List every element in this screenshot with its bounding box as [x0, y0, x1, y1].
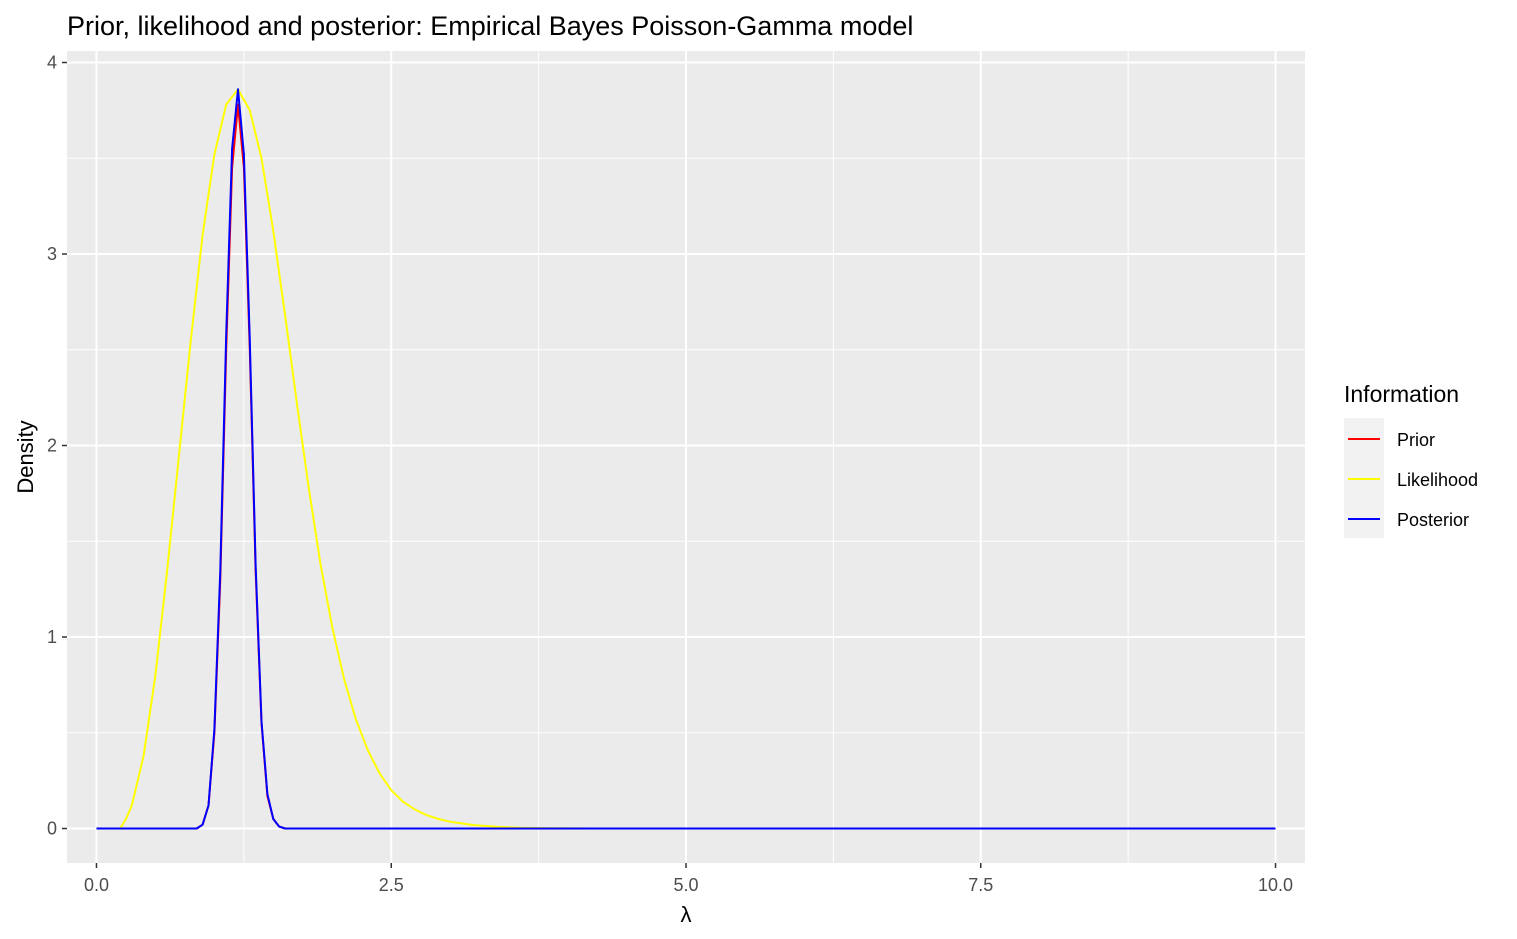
legend-label-posterior: Posterior	[1397, 510, 1469, 530]
x-tick-label: 5.0	[673, 875, 698, 895]
y-tick-label: 2	[47, 436, 57, 456]
y-tick-label: 4	[47, 52, 57, 72]
x-axis: 0.0 2.5 5.0 7.5 10.0	[84, 863, 1293, 895]
x-tick-label: 2.5	[379, 875, 404, 895]
y-axis-title: Density	[13, 420, 38, 493]
legend-label-likelihood: Likelihood	[1397, 470, 1478, 490]
y-axis: 0 1 2 3 4	[47, 52, 67, 839]
x-tick-label: 0.0	[84, 875, 109, 895]
legend-label-prior: Prior	[1397, 430, 1435, 450]
series-line-posterior	[96, 88, 1276, 830]
x-axis-title: λ	[681, 902, 692, 927]
y-tick-label: 1	[47, 627, 57, 647]
legend-items: Prior Likelihood Posterior	[1348, 430, 1478, 530]
x-tick-label: 7.5	[968, 875, 993, 895]
y-tick-label: 3	[47, 244, 57, 264]
legend-title: Information	[1344, 381, 1459, 407]
legend: Information Prior Likelihood Posterior	[1344, 381, 1478, 538]
x-tick-label: 10.0	[1258, 875, 1293, 895]
series-lines	[96, 88, 1276, 830]
series-line-likelihood	[96, 88, 1276, 830]
y-tick-label: 0	[47, 819, 57, 839]
chart-title: Prior, likelihood and posterior: Empiric…	[67, 11, 913, 41]
